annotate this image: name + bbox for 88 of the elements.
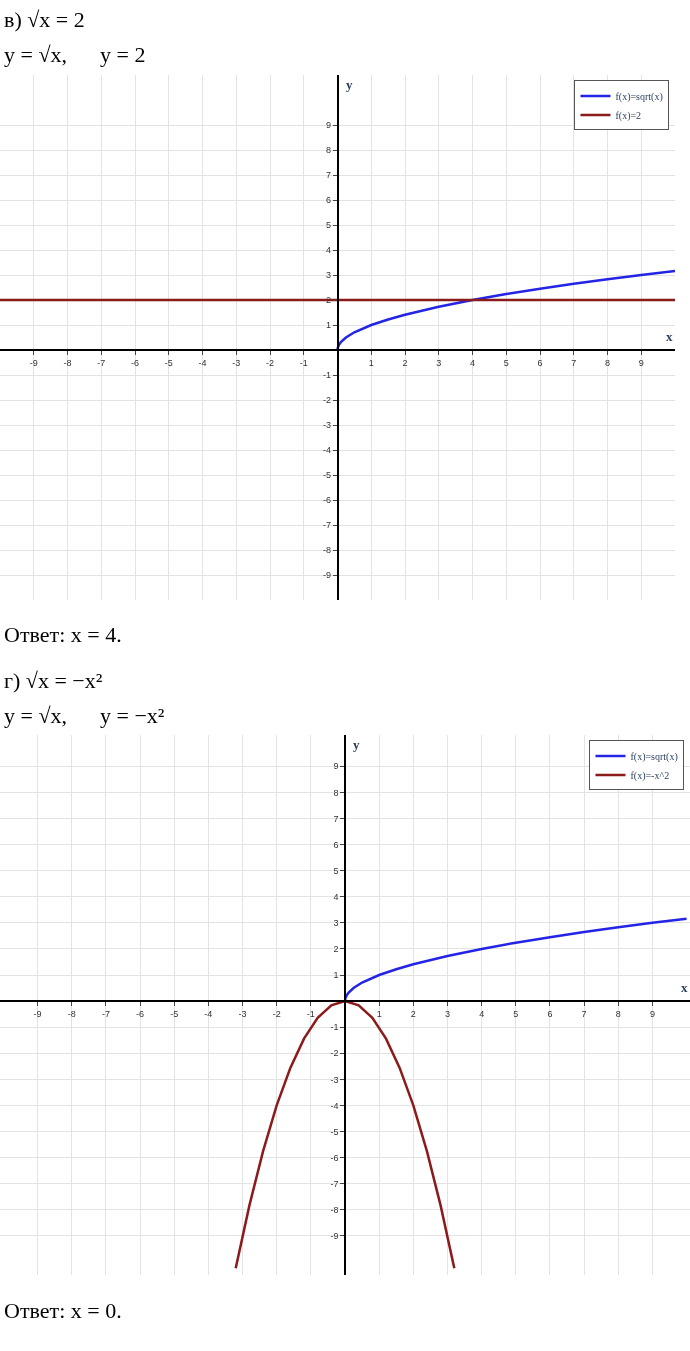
y-tick-label: -6	[330, 1152, 339, 1163]
x-tick-label: -7	[97, 357, 106, 368]
x-tick-label: 7	[571, 357, 577, 368]
x-tick-label: 2	[402, 357, 408, 368]
y-axis-title: y	[353, 737, 360, 752]
line-series	[234, 999, 456, 1270]
x-tick-label: 4	[469, 357, 476, 368]
y-tick-label: 8	[325, 145, 331, 156]
x-tick-label: 2	[410, 1008, 416, 1019]
y-tick-label: 4	[333, 891, 339, 902]
y-tick-label: -1	[330, 1022, 339, 1033]
y-tick-label: 3	[333, 917, 339, 928]
x-tick-label: -6	[136, 1008, 145, 1019]
y-tick-label: 1	[333, 970, 339, 981]
y-tick-label: -3	[322, 420, 331, 431]
x-tick-label: 5	[513, 1008, 519, 1019]
x-tick-label: 9	[638, 357, 644, 368]
x-tick-label: -7	[101, 1008, 110, 1019]
x-tick-label: 5	[503, 357, 509, 368]
chart-title: в) √x = 2	[4, 7, 85, 32]
x-tick-label: 6	[547, 1008, 553, 1019]
y-tick-label: 7	[333, 813, 339, 824]
x-tick-label: 8	[604, 357, 611, 368]
x-tick-label: 6	[537, 357, 543, 368]
y-tick-label: 3	[325, 270, 331, 281]
x-tick-label: -4	[204, 1008, 213, 1019]
x-tick-label: -9	[33, 1008, 42, 1019]
y-tick-label: -4	[322, 445, 331, 456]
y-tick-label: 5	[325, 220, 331, 231]
legend-label: f(x)=-x^2	[630, 769, 670, 782]
x-tick-label: -3	[238, 1008, 247, 1019]
y-tick-label: 2	[333, 944, 339, 955]
y-tick-label: 5	[333, 865, 339, 876]
y-tick-label: -9	[322, 570, 331, 581]
x-tick-label: -6	[130, 357, 140, 368]
x-tick-label: 1	[368, 357, 374, 368]
x-tick-label: -8	[67, 1008, 76, 1019]
x-tick-label: 8	[615, 1008, 621, 1019]
y-tick-label: 6	[333, 839, 339, 850]
x-tick-label: 9	[649, 1008, 655, 1019]
chart-title: г) √x = −x²	[4, 668, 103, 693]
y-tick-label: -1	[322, 370, 331, 381]
chart-subtitle: y = √x, y = −x²	[4, 703, 165, 728]
x-tick-label: 1	[376, 1008, 382, 1019]
x-tick-label: -1	[299, 357, 308, 368]
y-tick-label: -6	[322, 495, 331, 506]
y-tick-label: -5	[322, 470, 331, 481]
y-tick-label: -8	[330, 1204, 339, 1215]
y-tick-label: -5	[330, 1126, 339, 1137]
y-tick-label: -7	[330, 1178, 339, 1189]
x-tick-label: 7	[581, 1008, 587, 1019]
text: Ответ: x = 0.	[4, 1298, 122, 1323]
y-tick-label: 7	[325, 170, 331, 181]
y-tick-label: -9	[330, 1231, 339, 1242]
y-tick-label: -7	[322, 520, 331, 531]
x-tick-label: -8	[63, 357, 72, 368]
y-axis-title: y	[346, 77, 353, 92]
x-tick-label: -9	[29, 357, 38, 368]
x-tick-label: 4	[479, 1008, 485, 1019]
x-tick-label: -5	[164, 357, 173, 368]
y-tick-label: 4	[325, 245, 331, 256]
y-tick-label: -2	[322, 395, 331, 406]
legend-label: f(x)=sqrt(x)	[630, 750, 678, 763]
legend-label: f(x)=2	[615, 109, 642, 122]
x-axis-title: x	[681, 980, 688, 995]
y-tick-label: 2	[325, 295, 331, 306]
y-tick-label: -3	[330, 1074, 339, 1085]
y-tick-label: 1	[325, 320, 331, 331]
x-tick-label: -3	[232, 357, 241, 368]
x-tick-label: -1	[306, 1008, 315, 1019]
x-tick-label: -5	[170, 1008, 179, 1019]
y-tick-label: 9	[325, 120, 331, 131]
y-tick-label: 9	[333, 761, 339, 772]
x-tick-label: 3	[444, 1008, 450, 1019]
x-axis-title: x	[666, 329, 673, 344]
chart-subtitle: y = √x, y = 2	[4, 42, 146, 67]
y-tick-label: -8	[322, 545, 331, 556]
y-tick-label: 6	[325, 195, 331, 206]
line-series	[336, 269, 675, 352]
x-tick-label: -2	[265, 357, 275, 368]
x-tick-label: -2	[272, 1008, 281, 1019]
legend-label: f(x)=sqrt(x)	[615, 90, 663, 103]
text: Ответ: x = 4.	[4, 622, 122, 647]
y-tick-label: -4	[330, 1100, 339, 1111]
y-tick-label: 8	[333, 787, 339, 798]
x-tick-label: -4	[198, 357, 207, 368]
y-tick-label: -2	[330, 1048, 339, 1059]
x-tick-label: 3	[436, 357, 442, 368]
